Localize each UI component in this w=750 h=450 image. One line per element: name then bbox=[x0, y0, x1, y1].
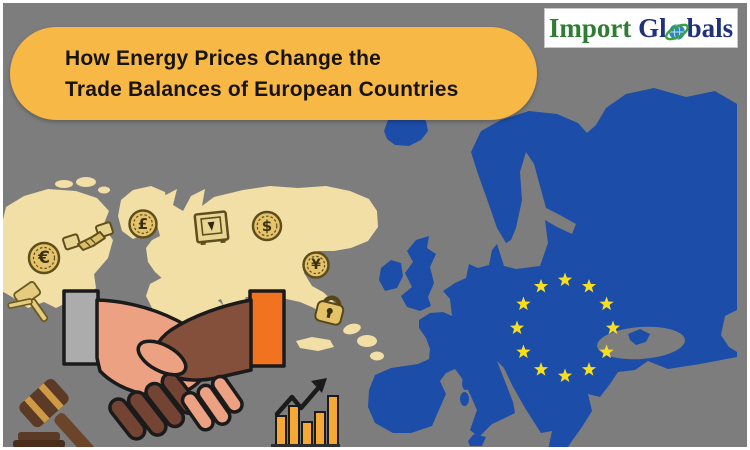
great-britain bbox=[401, 236, 436, 311]
dollar-coin-icon: $ bbox=[251, 210, 283, 242]
title-line-1: How Energy Prices Change the bbox=[65, 46, 382, 70]
eu-star bbox=[557, 272, 573, 287]
eu-star bbox=[605, 320, 621, 335]
mini-gavel-icon bbox=[7, 281, 49, 323]
globe-icon bbox=[664, 19, 689, 41]
eu-star bbox=[557, 368, 573, 383]
growth-bar-chart-icon bbox=[271, 378, 340, 447]
title-line-2: Trade Balances of European Countries bbox=[65, 77, 459, 101]
yen-coin-icon: ¥ bbox=[302, 251, 330, 279]
svg-text:$: $ bbox=[262, 217, 272, 235]
svg-text:¥: ¥ bbox=[311, 257, 321, 273]
crimea bbox=[628, 329, 650, 345]
eu-star bbox=[599, 296, 614, 311]
svg-text:£: £ bbox=[138, 215, 148, 233]
eu-stars-circle bbox=[509, 272, 621, 383]
eu-star bbox=[509, 320, 525, 335]
gray-sleeve bbox=[62, 289, 100, 366]
ireland bbox=[379, 260, 403, 291]
eu-star bbox=[599, 344, 614, 359]
eu-star bbox=[516, 296, 531, 311]
eu-star bbox=[581, 362, 597, 376]
handshake-illustration bbox=[62, 289, 286, 441]
mini-handshake-icon bbox=[62, 221, 114, 251]
eu-star bbox=[533, 362, 549, 376]
pound-coin-icon: £ bbox=[128, 209, 158, 239]
eu-star bbox=[533, 278, 549, 293]
large-gavel-icon bbox=[13, 379, 97, 447]
safe-icon bbox=[193, 210, 230, 246]
orange-sleeve bbox=[248, 289, 286, 368]
eu-star bbox=[581, 278, 597, 293]
eu-star bbox=[516, 344, 531, 359]
europe-map bbox=[368, 88, 737, 447]
svg-text:€: € bbox=[37, 248, 50, 268]
euro-coin-icon: € bbox=[27, 241, 61, 275]
padlock-icon bbox=[314, 295, 345, 326]
title-banner: How Energy Prices Change the Trade Balan… bbox=[10, 27, 537, 120]
logo-word-gl: Gl bbox=[638, 12, 667, 43]
logo-word-bals: bals bbox=[686, 12, 734, 43]
iceland bbox=[384, 113, 428, 146]
brand-logo: Import Gl bals bbox=[544, 8, 738, 48]
logo-word-import: Import bbox=[548, 12, 632, 43]
